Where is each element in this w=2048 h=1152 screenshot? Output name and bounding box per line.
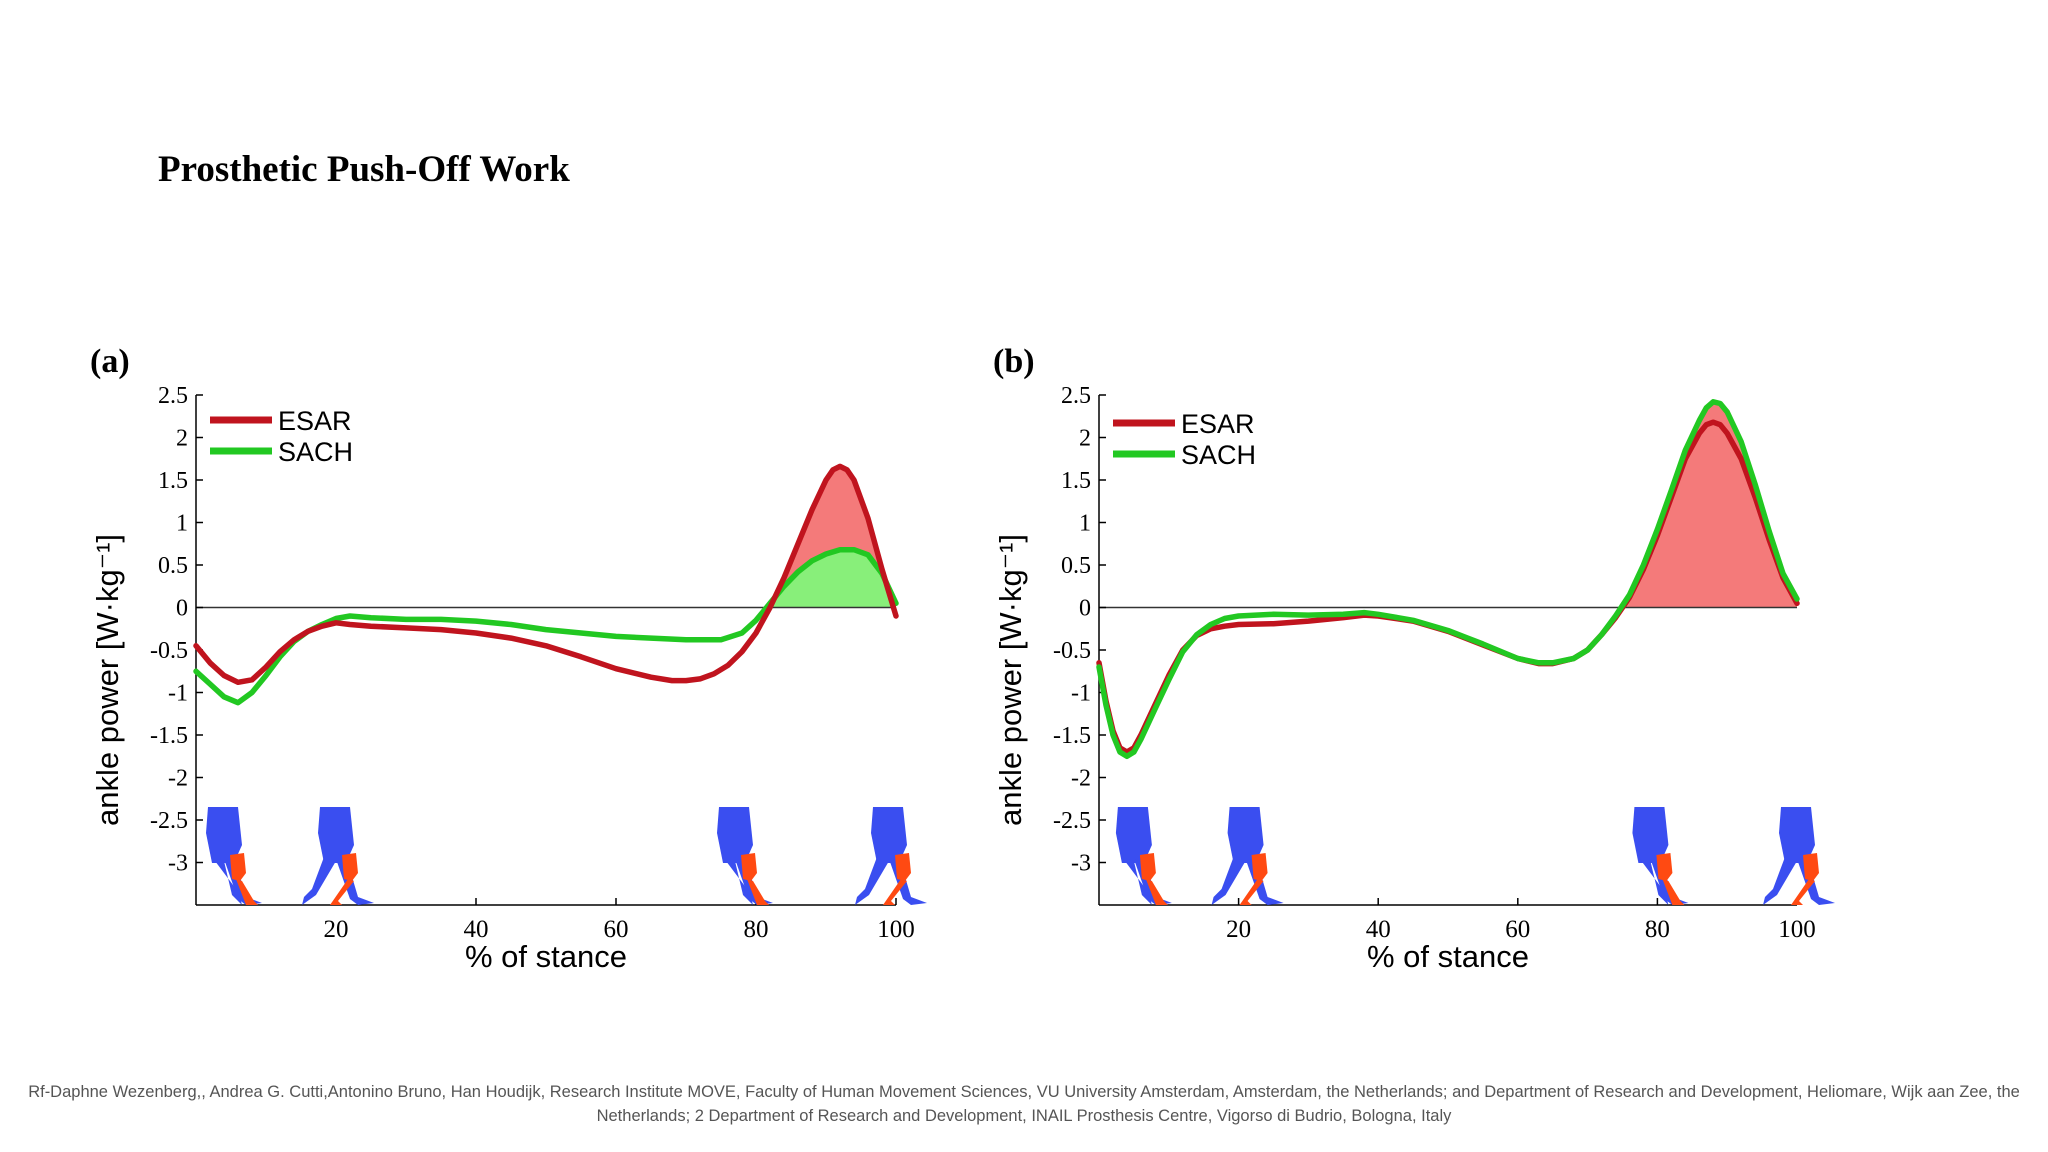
y-tick-label: 0 (176, 596, 188, 622)
panel-label: (b) (993, 343, 1035, 380)
y-tick-label: -2 (168, 766, 188, 792)
y-tick-label: -1.5 (1053, 723, 1091, 749)
prosthetic-limb-shape (342, 853, 358, 881)
y-tick-label: -1 (168, 681, 188, 707)
body-limb-shape (1115, 807, 1152, 863)
body-limb-shape (1227, 807, 1264, 863)
prosthetic-limb-shape (1145, 879, 1168, 905)
chart-panel-b: (b) 2.5 2 1.5 1 0.5 0 -0.5 -1 -1.5 -2 -2.5 -3 20 40 60 8… (993, 343, 1835, 974)
y-axis-title: ankle power [W·kg⁻¹] (993, 534, 1028, 826)
y-tick-label: -3 (168, 851, 188, 877)
prosthetic-limb-shape (330, 879, 354, 905)
y-tick-label: -2.5 (150, 808, 188, 834)
x-tick-label: 100 (877, 916, 915, 943)
body-limb-shape (1211, 857, 1246, 905)
body-limb-shape (871, 807, 907, 863)
y-tick-label: 2.5 (158, 383, 188, 409)
y-tick-label: 2.5 (1061, 383, 1091, 409)
body-limb-shape (302, 857, 336, 905)
body-limb-shape (855, 857, 889, 905)
walking-figure-icon (717, 807, 773, 905)
prosthetic-limb-shape (236, 879, 258, 905)
x-tick-label: 80 (1645, 916, 1670, 943)
series-line-sach (193, 546, 899, 706)
x-axis-title: % of stance (1367, 939, 1529, 974)
y-tick-label: 1.5 (158, 468, 188, 494)
body-limb-shape (1632, 807, 1669, 863)
y-tick-label: 0 (1079, 596, 1091, 622)
legend-label-sach: SACH (1181, 440, 1256, 470)
y-tick-label: 1.5 (1061, 468, 1091, 494)
prosthetic-limb-shape (1239, 879, 1264, 905)
series-line-sach (1096, 399, 1800, 760)
y-tick-label: -0.5 (150, 638, 188, 664)
walking-figure-icon (1115, 807, 1172, 905)
y-tick-label: -1 (1071, 681, 1091, 707)
y-tick-label: -2 (1071, 766, 1091, 792)
prosthetic-limb-shape (1803, 853, 1819, 881)
panel-label: (a) (90, 343, 130, 380)
body-limb-shape (717, 807, 753, 863)
body-limb-shape (206, 807, 242, 863)
body-limb-shape (723, 857, 753, 905)
x-tick-label: 40 (464, 916, 489, 943)
walking-figure-icon (855, 807, 927, 905)
prosthetic-limb-shape (741, 853, 757, 881)
x-tick-label: 20 (1226, 916, 1251, 943)
chart-panel-a: (a) 2.5 2 1.5 1 0.5 0 -0.5 -1 -1.5 -2 -2.5 -3 20 40 60 8… (90, 343, 927, 974)
x-tick-label: 40 (1366, 916, 1391, 943)
body-limb-shape (1121, 857, 1152, 905)
walking-figure-icon (302, 807, 374, 905)
y-tick-label: 2 (176, 426, 188, 452)
y-tick-label: 1 (1079, 511, 1091, 537)
citation: Rf-Daphne Wezenberg,, Andrea G. Cutti,An… (28, 1083, 2020, 1125)
prosthetic-limb-shape (1656, 853, 1673, 881)
walking-figure-icon (1211, 807, 1284, 905)
prosthetic-limb-shape (230, 853, 246, 881)
x-tick-label: 60 (604, 916, 629, 943)
y-axis-title: ankle power [W·kg⁻¹] (90, 534, 125, 826)
x-tick-label: 60 (1505, 916, 1530, 943)
y-tick-label: 0.5 (158, 553, 188, 579)
prosthetic-limb-shape (747, 879, 769, 905)
body-limb-shape (1638, 857, 1669, 905)
y-tick-label: -2.5 (1053, 808, 1091, 834)
prosthetic-limb-shape (1251, 853, 1268, 881)
y-tick-label: -0.5 (1053, 638, 1091, 664)
walking-figure-icon (206, 807, 262, 905)
prosthetic-limb-shape (1791, 879, 1815, 905)
legend-label-esar: ESAR (278, 406, 352, 436)
body-limb-shape (1763, 857, 1797, 905)
body-limb-shape (212, 857, 242, 905)
prosthetic-limb-shape (1139, 853, 1156, 881)
y-tick-label: -1.5 (150, 723, 188, 749)
y-tick-label: 2 (1079, 426, 1091, 452)
body-limb-shape (1779, 807, 1815, 863)
walking-figure-icon (1632, 807, 1689, 905)
x-tick-label: 100 (1778, 916, 1816, 943)
legend-label-sach: SACH (278, 437, 353, 467)
y-tick-label: 0.5 (1061, 553, 1091, 579)
body-limb-shape (318, 807, 354, 863)
y-tick-label: 1 (176, 511, 188, 537)
slide-title: Prosthetic Push-Off Work (158, 149, 570, 190)
walking-figure-icon (1763, 807, 1835, 905)
x-axis-title: % of stance (465, 939, 627, 974)
series-line-esar (193, 463, 899, 686)
x-tick-label: 80 (744, 916, 769, 943)
legend-label-esar: ESAR (1181, 409, 1255, 439)
x-tick-label: 20 (324, 916, 349, 943)
prosthetic-limb-shape (883, 879, 907, 905)
y-tick-label: -3 (1071, 851, 1091, 877)
sach-push-off-area (686, 549, 896, 608)
prosthetic-limb-shape (895, 853, 911, 881)
prosthetic-limb-shape (1662, 879, 1685, 905)
